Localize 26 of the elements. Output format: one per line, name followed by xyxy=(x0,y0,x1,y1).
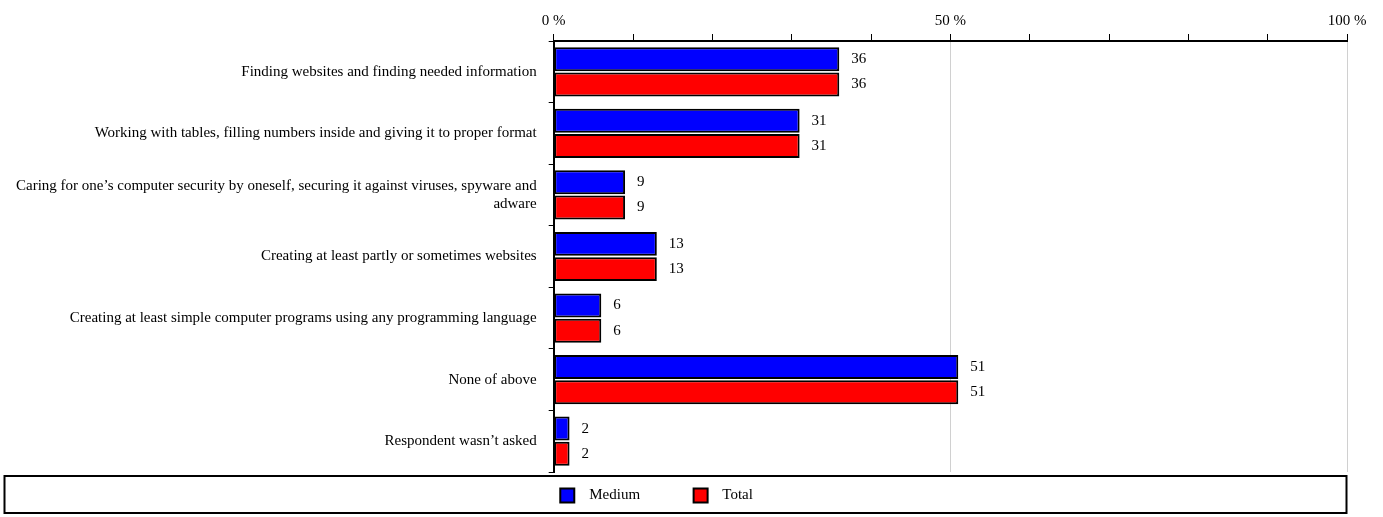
x-tick-label: 0 % xyxy=(541,11,566,28)
x-tick-label: 50 % xyxy=(934,11,966,28)
data-label: 13 xyxy=(668,260,684,277)
data-label: 36 xyxy=(851,50,867,67)
data-label: 9 xyxy=(637,173,645,190)
data-label: 6 xyxy=(613,296,622,313)
y-tick-label: Creating at least simple computer programs using any programming language xyxy=(69,309,538,326)
data-label: 13 xyxy=(668,234,684,251)
legend-label: Medium xyxy=(581,486,678,503)
legend-label: Total xyxy=(715,486,791,503)
data-label: 51 xyxy=(970,383,986,400)
x-tick-label: 100 % xyxy=(1327,11,1367,28)
data-label: 6 xyxy=(613,321,622,338)
data-label: 36 xyxy=(851,75,867,92)
data-label: 9 xyxy=(637,198,645,215)
data-label: 51 xyxy=(970,357,986,374)
data-label: 2 xyxy=(581,419,590,436)
y-tick-label: Caring for one’s computer security by oneself, securing it against viruses, spyware and adware xyxy=(15,176,538,211)
data-label: 31 xyxy=(811,111,827,128)
y-tick-label: Respondent wasn’t asked xyxy=(384,432,538,449)
y-tick-label: Finding websites and finding needed information xyxy=(241,62,538,79)
y-tick-label: Working with tables, filling numbers inside and giving it to proper format xyxy=(94,124,538,141)
data-label: 2 xyxy=(581,444,590,461)
y-tick-label: Creating at least partly or sometimes websites xyxy=(260,247,537,264)
y-tick-label: None of above xyxy=(448,370,538,387)
data-label: 31 xyxy=(811,136,827,153)
